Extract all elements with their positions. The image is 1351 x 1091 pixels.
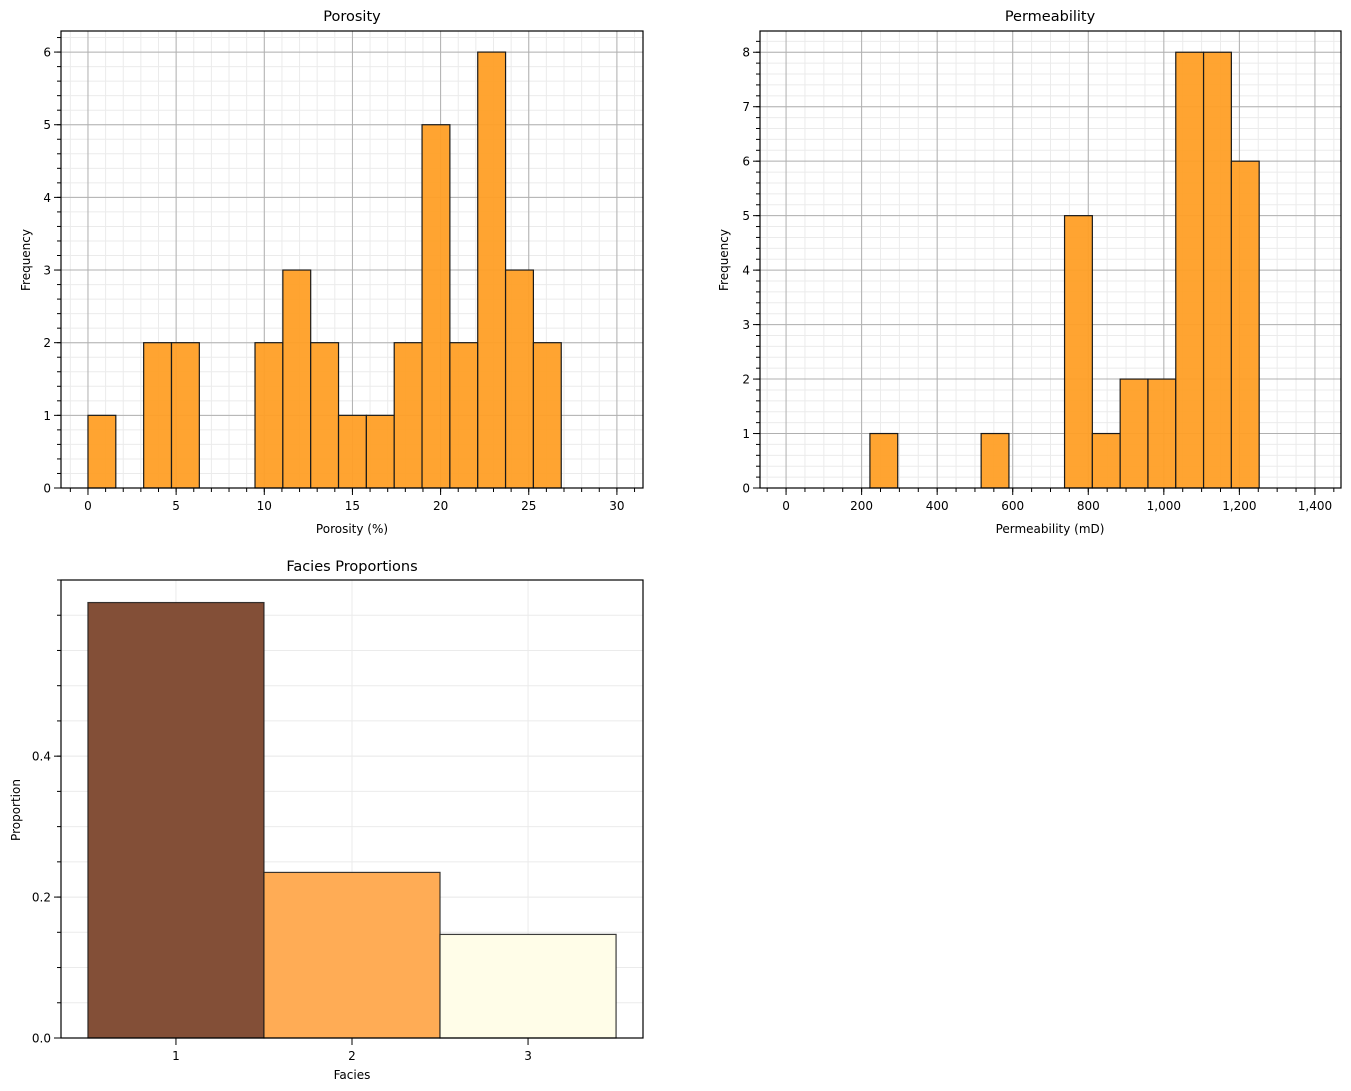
porosity-bar — [477, 51, 507, 489]
porosity-bar — [449, 342, 479, 489]
permeability-bar — [1091, 432, 1121, 489]
permeability-ytick-label: 5 — [742, 209, 750, 223]
porosity-ylabel: Frequency — [19, 229, 33, 291]
porosity-bar — [170, 342, 200, 489]
permeability-bar — [1202, 51, 1232, 489]
permeability-bars — [869, 51, 1260, 489]
porosity-bar — [254, 342, 284, 489]
porosity-bars — [87, 51, 562, 489]
facies-bar-facies-1 — [87, 601, 265, 1039]
facies-ytick-label: 0.4 — [32, 750, 51, 764]
facies-title: Facies Proportions — [286, 559, 417, 575]
porosity-bar — [393, 342, 423, 489]
permeability-ytick-label: 1 — [742, 427, 750, 441]
permeability-xlabel: Permeability (mD) — [996, 522, 1105, 536]
permeability-bar — [869, 432, 899, 489]
porosity-bar — [87, 414, 117, 489]
porosity-ytick-label: 1 — [43, 409, 51, 423]
permeability-xtick-label: 200 — [850, 499, 873, 513]
permeability-ytick-label: 4 — [742, 264, 750, 278]
permeability-ytick-label: 8 — [742, 46, 750, 60]
porosity-bar — [337, 414, 367, 489]
permeability-xtick-label: 800 — [1077, 499, 1100, 513]
porosity-ytick-label: 4 — [43, 191, 51, 205]
porosity-ytick-label: 3 — [43, 264, 51, 278]
facies-bar-facies-2 — [263, 871, 441, 1039]
porosity-ytick-label: 6 — [43, 46, 51, 60]
permeability-bar — [1119, 378, 1149, 489]
permeability-ytick-label: 6 — [742, 155, 750, 169]
porosity-bar — [504, 269, 535, 489]
permeability-xtick-label: 0 — [782, 499, 790, 513]
permeability-bar — [1230, 160, 1260, 489]
permeability-xtick-label: 1,400 — [1298, 499, 1332, 513]
permeability-bar — [1175, 51, 1205, 489]
permeability-ytick-label: 0 — [742, 482, 750, 496]
permeability-xtick-label: 1,200 — [1222, 499, 1256, 513]
porosity-bar — [421, 124, 451, 489]
permeability-histogram: Permeability Permeability (mD) Frequency… — [717, 9, 1342, 536]
porosity-xtick-label: 25 — [521, 499, 536, 513]
permeability-xtick-label: 600 — [1001, 499, 1024, 513]
permeability-ytick-label: 2 — [742, 373, 750, 387]
porosity-bar — [365, 414, 395, 489]
porosity-bar — [532, 342, 562, 489]
porosity-bar — [282, 269, 312, 489]
porosity-ytick-label: 5 — [43, 118, 51, 132]
porosity-xtick-label: 5 — [172, 499, 180, 513]
porosity-ytick-label: 0 — [43, 482, 51, 496]
porosity-xtick-label: 20 — [433, 499, 448, 513]
facies-ytick-label: 0.2 — [32, 891, 51, 905]
porosity-bar — [310, 342, 340, 489]
facies-ytick-label: 0.0 — [32, 1032, 51, 1046]
porosity-ytick-label: 2 — [43, 336, 51, 350]
porosity-title: Porosity — [323, 9, 381, 25]
porosity-histogram: Porosity Porosity (%) Frequency 0 5 10 15 20… — [19, 9, 644, 536]
facies-proportions-chart: Facies Proportions Facies Proportion 1 2 3… — [9, 559, 644, 1082]
permeability-xtick-label: 1,000 — [1147, 499, 1181, 513]
facies-xtick-label: 2 — [348, 1049, 356, 1063]
porosity-xtick-label: 15 — [345, 499, 360, 513]
permeability-xtick-label: 400 — [926, 499, 949, 513]
permeability-ylabel: Frequency — [717, 229, 731, 291]
porosity-xtick-label: 0 — [84, 499, 92, 513]
permeability-bar — [1147, 378, 1177, 489]
permeability-bar — [980, 432, 1010, 489]
porosity-xlabel: Porosity (%) — [316, 522, 388, 536]
facies-xtick-label: 1 — [172, 1049, 180, 1063]
porosity-bar — [143, 342, 173, 489]
facies-ylabel: Proportion — [9, 779, 23, 841]
facies-xlabel: Facies — [334, 1068, 371, 1082]
permeability-ytick-label: 7 — [742, 100, 750, 114]
porosity-xtick-label: 30 — [609, 499, 624, 513]
permeability-bar — [1063, 215, 1093, 489]
permeability-title: Permeability — [1005, 9, 1096, 25]
permeability-ytick-label: 3 — [742, 318, 750, 332]
facies-bar-facies-3 — [439, 933, 617, 1039]
porosity-xtick-label: 10 — [257, 499, 272, 513]
permeability-axes-frame — [759, 30, 1342, 489]
facies-xtick-label: 3 — [524, 1049, 532, 1063]
